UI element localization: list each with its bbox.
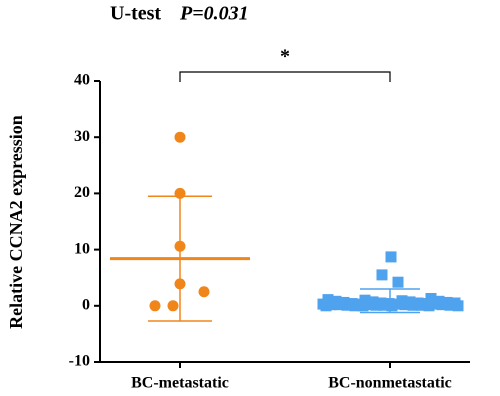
data-point: [423, 300, 435, 312]
data-point: [370, 299, 382, 311]
x-tick-label: BC-metastatic: [131, 375, 229, 392]
data-point: [376, 269, 388, 281]
significance-bracket: [179, 71, 391, 82]
data-point: [320, 300, 332, 312]
data-point: [415, 299, 427, 311]
significance-marker: *: [280, 46, 290, 68]
data-point: [385, 251, 397, 263]
data-point: [149, 300, 161, 312]
data-point: [392, 276, 404, 288]
p-value: P=0.031: [179, 3, 249, 25]
data-point: [386, 300, 398, 312]
y-tick-label: 20: [74, 184, 90, 201]
data-point: [378, 299, 390, 311]
data-point: [452, 300, 464, 312]
y-tick-label: -10: [69, 353, 90, 370]
data-point: [399, 299, 411, 311]
data-point: [357, 300, 369, 312]
data-point: [341, 299, 353, 311]
data-point: [174, 131, 186, 143]
y-tick-label: 0: [82, 296, 90, 313]
y-tick-label: 40: [74, 72, 90, 89]
data-point: [167, 300, 179, 312]
data-point: [198, 286, 210, 298]
data-point: [407, 299, 419, 311]
data-point: [349, 300, 361, 312]
y-tick-label: 30: [74, 128, 90, 145]
data-point: [444, 299, 456, 311]
data-point: [333, 299, 345, 311]
x-tick-label: BC-nonmetastatic: [328, 375, 452, 392]
y-tick-label: 10: [74, 240, 90, 257]
data-point: [436, 299, 448, 311]
y-axis-label: Relative CCNA2 expression: [6, 115, 26, 329]
chart-title: U-test: [110, 3, 161, 25]
